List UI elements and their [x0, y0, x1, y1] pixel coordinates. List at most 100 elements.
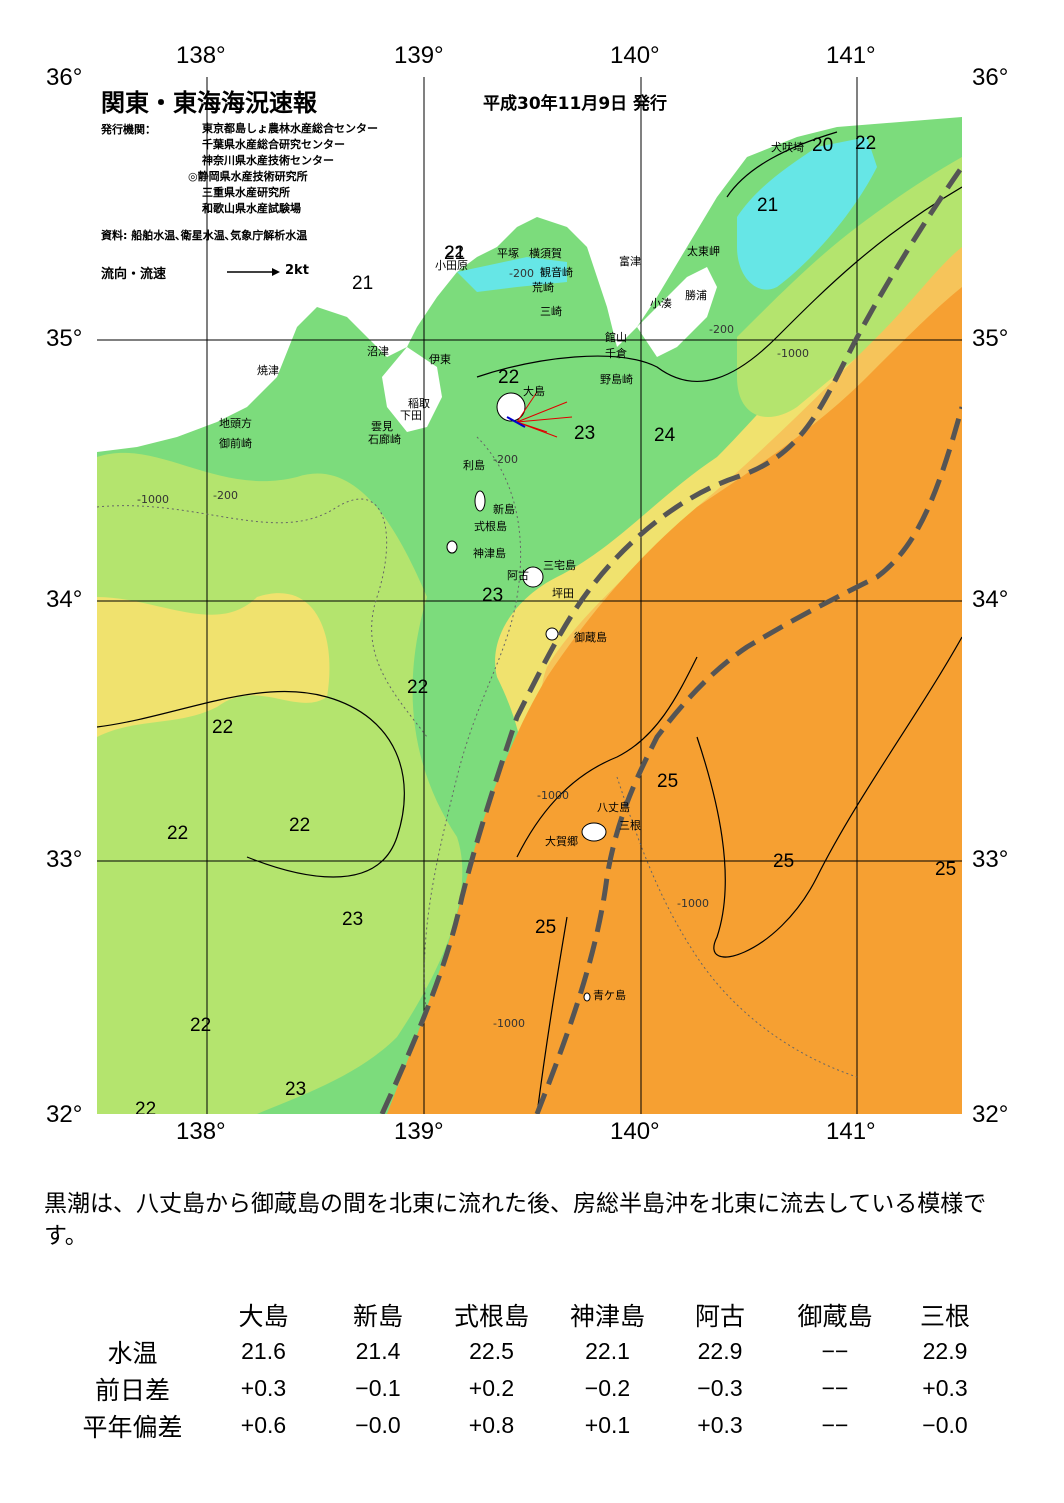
- table-cell: +0.2: [468, 1375, 515, 1401]
- isotherm-label: 22: [135, 1099, 157, 1114]
- place-label: 平塚: [497, 247, 519, 260]
- lat-label-35-right: 35°: [972, 325, 1009, 352]
- current-vectors: [516, 391, 573, 438]
- place-label: 利島: [463, 459, 485, 472]
- place-label: 大島: [523, 385, 545, 398]
- table-cell: 21.4: [355, 1338, 401, 1364]
- table-col-header: 三根: [919, 1301, 970, 1331]
- table-col-header: 新島: [352, 1301, 403, 1331]
- isotherm-label: 20: [812, 135, 834, 156]
- place-label: 青ケ島: [593, 989, 626, 1002]
- source-line: 資料: 船舶水温､衛星水温､気象庁解析水温: [101, 229, 308, 242]
- place-label: 富津: [619, 255, 641, 268]
- sea-band-warm-west: [97, 593, 330, 737]
- table-col-header: 式根島: [453, 1301, 529, 1331]
- map-title: 関東・東海海況速報: [101, 89, 317, 117]
- sea-cold-sagami: [457, 257, 567, 292]
- place-label: 小田原: [435, 259, 468, 272]
- sea-kuroshio-zone: [387, 287, 962, 1114]
- lon-label-141-top: 141°: [826, 42, 876, 69]
- lon-label-139-bottom: 139°: [394, 1118, 444, 1145]
- place-label: 勝浦: [685, 289, 707, 302]
- table-cell: −−: [821, 1412, 849, 1438]
- issuer-2: 千葉県水産総合研究センター: [202, 138, 345, 151]
- flow-legend-scale: 2kt: [285, 263, 309, 278]
- grid-lines: [97, 77, 962, 1114]
- depth-label: -200: [709, 323, 734, 336]
- place-label: 式根島: [474, 520, 507, 533]
- place-label: 観音崎: [540, 266, 573, 279]
- table-col-header: 大島: [238, 1301, 289, 1331]
- place-label: 三崎: [540, 305, 562, 318]
- lon-label-140-bottom: 140°: [610, 1118, 660, 1145]
- place-label: 御前崎: [219, 437, 252, 450]
- island-kozushima: [446, 540, 458, 554]
- lat-label-32-left: 32°: [46, 1101, 83, 1128]
- issuer-1: 東京都島しょ農林水産総合センター: [202, 122, 378, 135]
- isotherm-label: 23: [482, 585, 504, 606]
- isotherm-label: 25: [773, 851, 795, 872]
- place-label: 焼津: [257, 364, 279, 377]
- sea-cold-choshi: [737, 137, 877, 290]
- place-label: 横須賀: [529, 247, 562, 260]
- isotherm-label: 22: [445, 242, 464, 261]
- lat-label-32-right: 32°: [972, 1101, 1009, 1128]
- island-mikurajima: [545, 627, 559, 641]
- summary-text: 黒潮は、八丈島から御蔵島の間を北東に流れた後、房総半島沖を北東に流去している模様…: [44, 1191, 987, 1249]
- lon-label-138-bottom: 138°: [176, 1118, 226, 1145]
- isotherm-label: 23: [342, 909, 364, 930]
- table-cell: −0.0: [922, 1412, 968, 1438]
- issuer-list: 東京都島しょ農林水産総合センター 千葉県水産総合研究センター 神奈川県水産技術セ…: [188, 121, 378, 217]
- lon-label-140-top: 140°: [610, 42, 660, 69]
- island-miyakejima: [522, 566, 544, 588]
- place-label: 雲見: [371, 420, 393, 433]
- table-col-header: 阿古: [694, 1301, 745, 1331]
- depth-label: -1000: [777, 347, 809, 360]
- lat-label-36-right: 36°: [972, 64, 1009, 91]
- place-label: 八丈島: [597, 801, 630, 814]
- place-label: 新島: [493, 503, 515, 516]
- table-cell: −−: [821, 1375, 849, 1401]
- isotherm-label: 22: [167, 823, 189, 844]
- table-cell: 21.6: [241, 1338, 286, 1364]
- isotherm-label: 23: [285, 1079, 307, 1100]
- table-cell: −0.2: [584, 1375, 631, 1401]
- flow-legend-arrow: [227, 268, 280, 276]
- island-hachijojima: [581, 822, 607, 842]
- depth-label: -200: [509, 267, 534, 280]
- depth-label: -1000: [137, 493, 169, 506]
- isotherm-label: 25: [657, 771, 679, 792]
- isotherm-label: 21: [757, 195, 779, 216]
- table-row-label: 前日差: [94, 1375, 170, 1405]
- table-header-row: 大島 新島 式根島 神津島 阿古 御蔵島 三根: [60, 1296, 994, 1333]
- place-label: 阿古: [507, 569, 529, 582]
- place-label: 神津島: [473, 547, 506, 560]
- land-boso-tip: [637, 267, 717, 357]
- table-row: 前日差 +0.3 −0.1 +0.2 −0.2 −0.3 −− +0.3: [60, 1370, 994, 1407]
- table-row-label: 平年偏差: [82, 1412, 183, 1442]
- isotherm-contours: [97, 131, 962, 1114]
- lon-label-138-top: 138°: [176, 42, 226, 69]
- flow-legend-label: 流向・流速: [101, 267, 167, 282]
- place-label: 大賀郷: [545, 835, 578, 848]
- table-cell: −0.0: [355, 1412, 401, 1438]
- isotherm-label: 22: [407, 677, 429, 698]
- map-svg: [97, 77, 962, 1114]
- place-label: 地頭方: [219, 417, 252, 430]
- place-label: 太東岬: [687, 245, 720, 258]
- place-label: 石廊崎: [368, 433, 401, 446]
- issuer-6: 和歌山県水産試験場: [202, 202, 301, 215]
- issuer-5: 三重県水産研究所: [202, 186, 290, 199]
- depth-contours: [97, 436, 858, 1078]
- lat-label-34-right: 34°: [972, 586, 1009, 613]
- depth-label: -1000: [493, 1017, 525, 1030]
- table-row: 水温 21.6 21.4 22.5 22.1 22.9 −− 22.9: [60, 1333, 994, 1370]
- island-niijima: [474, 490, 486, 512]
- isotherm-label: 24: [654, 425, 676, 446]
- place-label: 小湊: [650, 297, 672, 310]
- table-cell: +0.6: [240, 1412, 287, 1438]
- lat-label-36-left: 36°: [46, 64, 83, 91]
- island-temperature-table: 大島 新島 式根島 神津島 阿古 御蔵島 三根 水温 21.6 21.4 22.…: [60, 1296, 994, 1444]
- place-label: 野島崎: [600, 373, 633, 386]
- issuer-label: 発行機関：: [101, 123, 156, 136]
